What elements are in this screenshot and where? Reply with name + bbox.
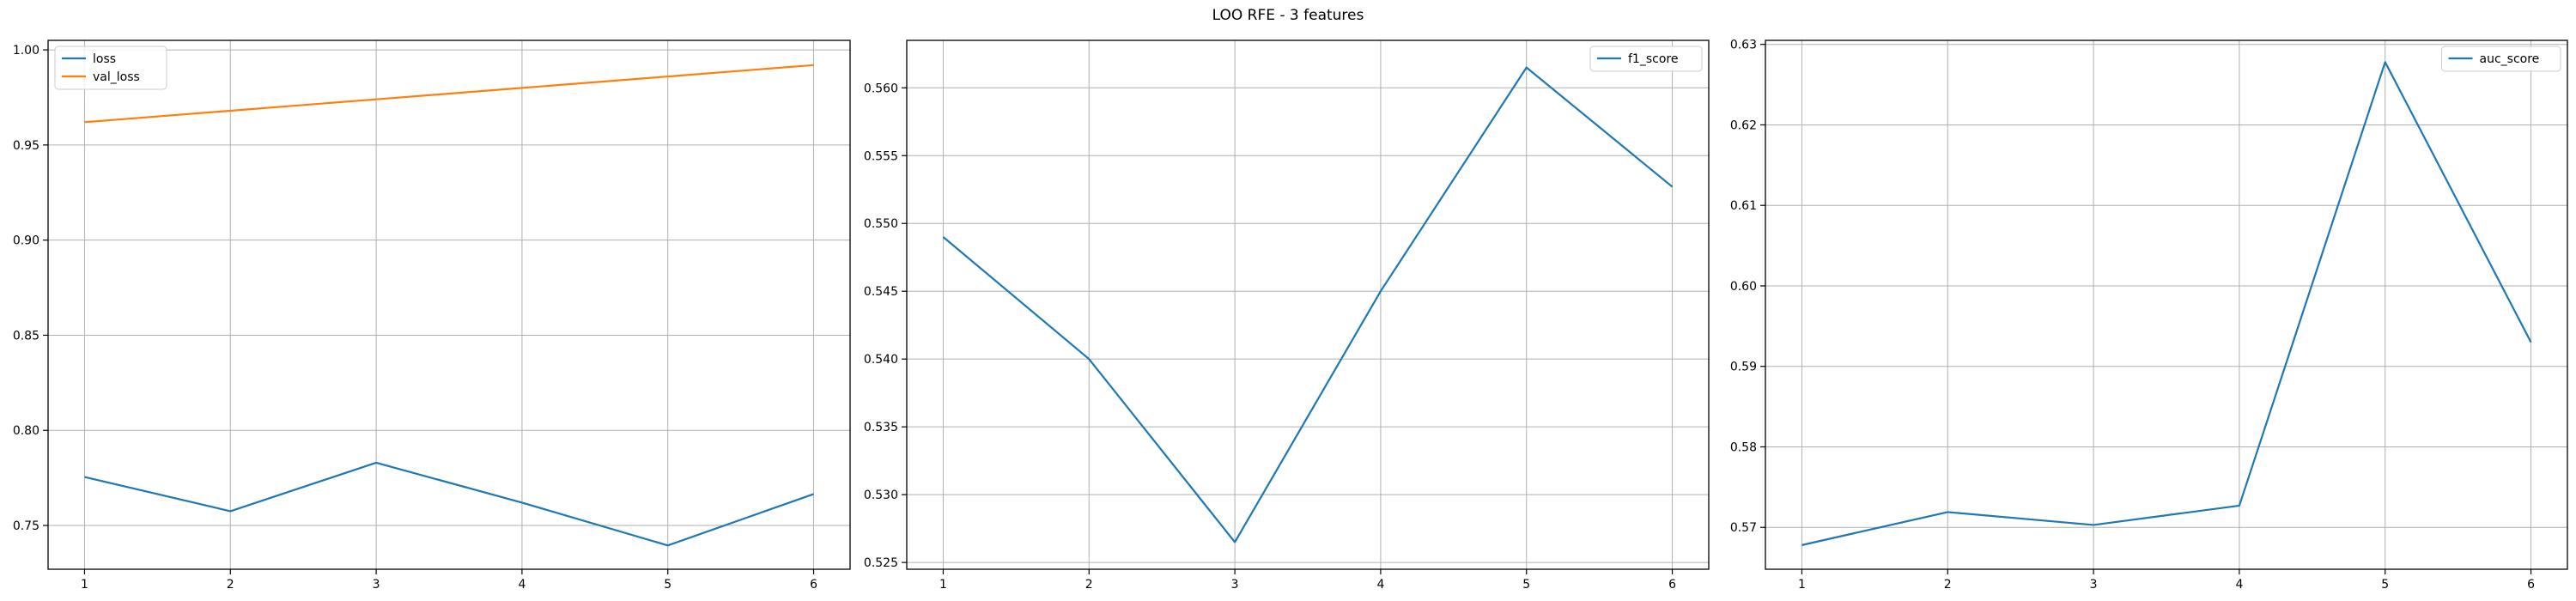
loss-legend: loss val_loss <box>54 46 167 90</box>
loss-x-tick-label: 4 <box>518 578 526 592</box>
loss-legend-label: loss <box>93 52 116 66</box>
f1-score-y-tick-label: 0.530 <box>864 489 898 502</box>
auc-score-series-auc-score <box>1801 61 2532 546</box>
loss-legend-label: val_loss <box>93 70 140 84</box>
auc-score-y-tick-label: 0.61 <box>1730 199 1757 213</box>
auc-score-legend-box <box>2441 46 2561 72</box>
auc-score-x-tick-label: 1 <box>1798 578 1806 592</box>
loss-axes-frame <box>47 39 851 570</box>
f1-score-legend-label: f1_score <box>1628 52 1678 66</box>
loss-subplot: 1 2 3 4 5 6 0.75 0.80 0.85 0.90 0.95 1.00 loss val_lo… <box>13 39 851 592</box>
f1-score-y-tick-label: 0.560 <box>864 82 898 95</box>
auc-score-plot-background <box>1765 40 2567 569</box>
loss-legend-box <box>54 46 167 90</box>
auc-score-legend: auc_score <box>2441 46 2561 72</box>
f1-score-subplot: 1 2 3 4 5 6 0.525 0.530 0.535 0.540 0.545 0.550 0.55… <box>864 39 1710 592</box>
f1-score-x-tick-label: 4 <box>1376 578 1384 592</box>
auc-score-legend-label: auc_score <box>2480 52 2540 66</box>
loss-plot-background <box>48 40 850 569</box>
f1-score-y-tick-label: 0.525 <box>864 556 898 570</box>
figure-title: LOO RFE - 3 features <box>1212 7 1364 24</box>
auc-score-y-tick-label: 0.62 <box>1730 118 1757 132</box>
f1-score-legend: f1_score <box>1589 46 1703 72</box>
f1-score-y-tick-label: 0.555 <box>864 149 898 163</box>
f1-score-x-tick-label: 2 <box>1085 578 1093 592</box>
loss-y-tick-label: 0.95 <box>13 139 39 153</box>
auc-score-y-tick-label: 0.57 <box>1730 521 1757 535</box>
f1-score-series-f1-score <box>942 66 1674 543</box>
loss-x-tick-label: 1 <box>81 578 88 592</box>
f1-score-y-tick-label: 0.550 <box>864 217 898 231</box>
auc-score-x-tick-label: 4 <box>2235 578 2243 592</box>
loss-x-tick-label: 3 <box>373 578 380 592</box>
loss-x-tick-label: 5 <box>664 578 671 592</box>
auc-score-subplot: 1 2 3 4 5 6 0.57 0.58 0.59 0.60 0.61 0.62 0.63 auc_sc… <box>1730 39 2568 592</box>
f1-score-legend-box <box>1589 46 1703 72</box>
loss-y-tick-label: 1.00 <box>13 44 39 58</box>
f1-score-y-tick-label: 0.540 <box>864 353 898 367</box>
loss-y-tick-label: 0.80 <box>13 424 39 438</box>
f1-score-plot-background <box>907 40 1709 569</box>
loss-y-tick-label: 0.85 <box>13 329 39 343</box>
auc-score-x-tick-label: 5 <box>2381 578 2389 592</box>
auc-score-x-tick-label: 2 <box>1944 578 1952 592</box>
f1-score-x-tick-label: 5 <box>1522 578 1530 592</box>
loss-y-tick-label: 0.75 <box>13 519 39 533</box>
f1-score-x-tick-label: 3 <box>1231 578 1239 592</box>
loss-series-val-loss <box>84 64 814 124</box>
loss-series-loss <box>84 461 814 547</box>
auc-score-x-tick-label: 3 <box>2090 578 2098 592</box>
loss-x-tick-label: 2 <box>227 578 234 592</box>
f1-score-y-tick-label: 0.535 <box>864 421 898 434</box>
f1-score-y-tick-label: 0.545 <box>864 285 898 299</box>
f1-score-x-tick-label: 1 <box>939 578 947 592</box>
auc-score-y-tick-label: 0.59 <box>1730 361 1757 374</box>
auc-score-y-tick-label: 0.58 <box>1730 440 1757 454</box>
loss-x-tick-label: 6 <box>810 578 817 592</box>
f1-score-x-tick-label: 6 <box>1668 578 1676 592</box>
f1-score-axes-frame <box>906 39 1710 570</box>
auc-score-y-tick-label: 0.60 <box>1730 280 1757 294</box>
auc-score-x-tick-label: 6 <box>2527 578 2535 592</box>
auc-score-axes-frame <box>1765 39 2568 570</box>
loss-y-tick-label: 0.90 <box>13 234 39 248</box>
auc-score-y-tick-label: 0.63 <box>1730 39 1757 52</box>
